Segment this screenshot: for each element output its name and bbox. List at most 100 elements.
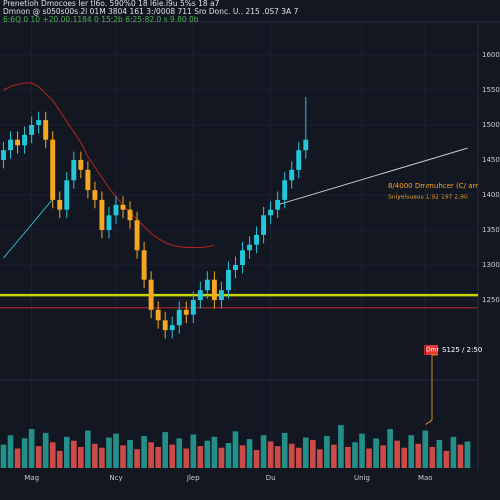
candle-body	[141, 250, 147, 280]
candle-body	[197, 290, 203, 300]
candle-body	[268, 209, 274, 216]
x-tick-label: Mao	[418, 474, 433, 482]
candle-body	[204, 279, 210, 291]
annotation: 8/4000 Dmmuhcer (C/ arr	[388, 182, 478, 190]
volume-bar	[281, 432, 288, 468]
volume-bar	[21, 438, 28, 468]
x-tick-label: Ncy	[109, 474, 122, 482]
volume-bar	[14, 448, 21, 468]
candle-body	[50, 139, 56, 200]
volume-bar	[338, 425, 344, 468]
volume-bar	[352, 442, 358, 468]
candle-body	[190, 300, 196, 315]
volume-bar	[127, 439, 133, 468]
volume-bar	[429, 446, 436, 468]
price-tag-label: Dmr	[426, 347, 439, 354]
volume-bar	[63, 436, 70, 468]
header-line: 6:6Q 0 10 +20.00.1184 0 15:2b 6:25:82.0 …	[3, 15, 199, 24]
volume-bar	[246, 439, 253, 468]
volume-bar	[373, 438, 379, 468]
candle-body	[99, 199, 105, 230]
candle-body	[78, 160, 84, 170]
candle-body	[162, 320, 168, 331]
volume-bar	[443, 450, 450, 468]
y-tick-label: 1300	[482, 261, 500, 269]
volume-bar	[302, 437, 309, 468]
volume-bar	[70, 440, 77, 468]
volume-bar	[345, 446, 351, 468]
volume-bar	[436, 439, 443, 468]
candle-body	[218, 290, 224, 300]
y-tick-label: 1450	[482, 156, 500, 164]
volume-bar	[331, 444, 337, 468]
candle-body	[57, 199, 63, 210]
volume-bar	[394, 440, 400, 468]
volume-bar	[274, 446, 281, 468]
y-tick-label: 1500	[482, 121, 500, 129]
volume-bar	[408, 435, 415, 468]
volume-bar	[366, 448, 372, 468]
volume-bar	[309, 439, 316, 468]
volume-bar	[56, 450, 63, 468]
volume-bar	[113, 433, 119, 468]
candle-body	[289, 169, 295, 181]
volume-bar	[401, 447, 408, 468]
header-line: Prenetioh Dmocoes ler tl6o. 590%0 18 l6i…	[3, 0, 220, 8]
candle-body	[15, 139, 21, 146]
candle-body	[261, 215, 267, 235]
volume-bar	[169, 444, 176, 468]
volume-bar	[450, 436, 457, 468]
volume-bar	[267, 441, 274, 468]
volume-bar	[324, 436, 330, 468]
volume-bar	[218, 447, 225, 468]
candle-body	[92, 190, 98, 200]
candle-body	[22, 134, 28, 146]
candle-body	[155, 309, 161, 321]
volume-bar	[253, 450, 260, 468]
volume-bar	[317, 449, 323, 468]
volume-bar	[457, 444, 464, 468]
volume-bar	[176, 438, 183, 468]
candle-body	[134, 220, 140, 251]
volume-bar	[422, 430, 429, 468]
candle-body	[85, 169, 91, 191]
candle-body	[240, 250, 245, 265]
volume-bar	[380, 445, 386, 468]
connector	[424, 354, 438, 426]
volume-bar	[42, 432, 49, 468]
candle-body	[247, 244, 253, 251]
candle-body	[148, 279, 154, 310]
volume-bar	[120, 445, 126, 468]
volume-bar	[183, 448, 190, 468]
volume-bar	[232, 431, 239, 468]
header-line: Dmnon @ s050s00s 2l 01M 3804 161 3:/0008…	[3, 7, 299, 16]
candle-body	[233, 265, 238, 270]
volume-bar	[155, 446, 161, 468]
candle-body	[36, 120, 42, 125]
y-tick-label: 1400	[482, 191, 500, 199]
volume-bar	[106, 437, 112, 468]
volume-bar	[359, 433, 365, 468]
candle-body	[303, 139, 309, 151]
volume-bar	[78, 446, 84, 468]
candle-body	[211, 279, 217, 300]
volume-bar	[49, 442, 56, 468]
volume-bar	[85, 430, 91, 468]
volume-bar	[141, 436, 147, 468]
candle-body	[43, 120, 49, 140]
candle-body	[106, 215, 112, 230]
volume-bar	[288, 443, 295, 468]
candle-body	[8, 139, 14, 151]
volume-bar	[99, 447, 105, 468]
candle-body	[1, 150, 6, 160]
volume-bar	[260, 435, 267, 468]
volume-bar	[204, 440, 211, 468]
candle-body	[275, 199, 281, 210]
volume-bar	[415, 443, 422, 468]
volume-bar	[211, 436, 218, 468]
volume-bar	[92, 443, 98, 468]
volume-bar	[0, 444, 7, 468]
candle-body	[120, 204, 126, 210]
candle-body	[29, 125, 35, 135]
